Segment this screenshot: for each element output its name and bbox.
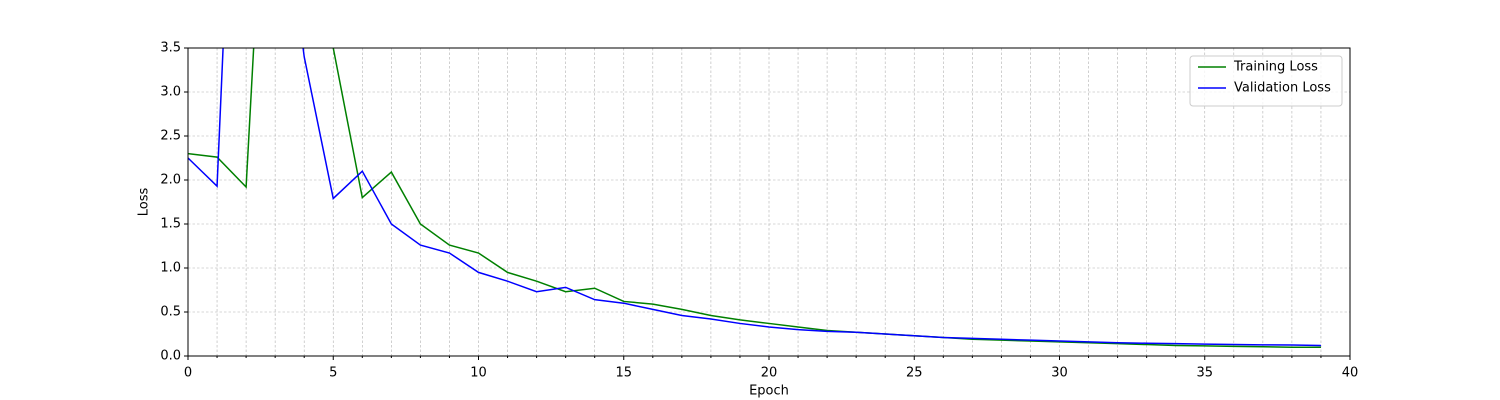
y-axis-label: Loss — [137, 188, 152, 217]
legend: Training Loss Validation Loss — [1189, 55, 1343, 107]
legend-label: Validation Loss — [1234, 81, 1331, 96]
y-tick-label: 3.5 — [160, 41, 181, 56]
series-line — [188, 48, 1321, 348]
y-tick-label: 1.5 — [160, 217, 181, 232]
x-tick-label: 30 — [1051, 366, 1068, 381]
x-tick-label: 10 — [470, 366, 487, 381]
x-tick-label: 20 — [761, 366, 778, 381]
y-tick-label: 1.0 — [160, 261, 181, 276]
series-line — [188, 48, 1321, 347]
legend-box — [1189, 55, 1343, 107]
y-tick-label: 2.5 — [160, 129, 181, 144]
plot-lines — [188, 48, 1321, 348]
y-tick-label: 2.0 — [160, 173, 181, 188]
legend-label: Training Loss — [1233, 60, 1318, 75]
y-tick-label: 0.5 — [160, 305, 181, 320]
y-tick-label: 3.0 — [160, 85, 181, 100]
x-tick-label: 35 — [1196, 366, 1213, 381]
x-tick-label: 40 — [1342, 366, 1359, 381]
grid — [187, 47, 1351, 357]
ticks: 0 5 10 15 20 25 30 35 40 0.0 0.5 1.0 1.5 2.0 2.5 3.0 3.5 — [160, 41, 1358, 381]
x-tick-label: 25 — [906, 366, 923, 381]
x-axis-label: Epoch — [749, 384, 789, 399]
x-tick-label: 5 — [329, 366, 337, 381]
y-tick-label: 0.0 — [160, 349, 181, 364]
x-tick-label: 15 — [615, 366, 632, 381]
x-tick-label: 0 — [184, 366, 192, 381]
